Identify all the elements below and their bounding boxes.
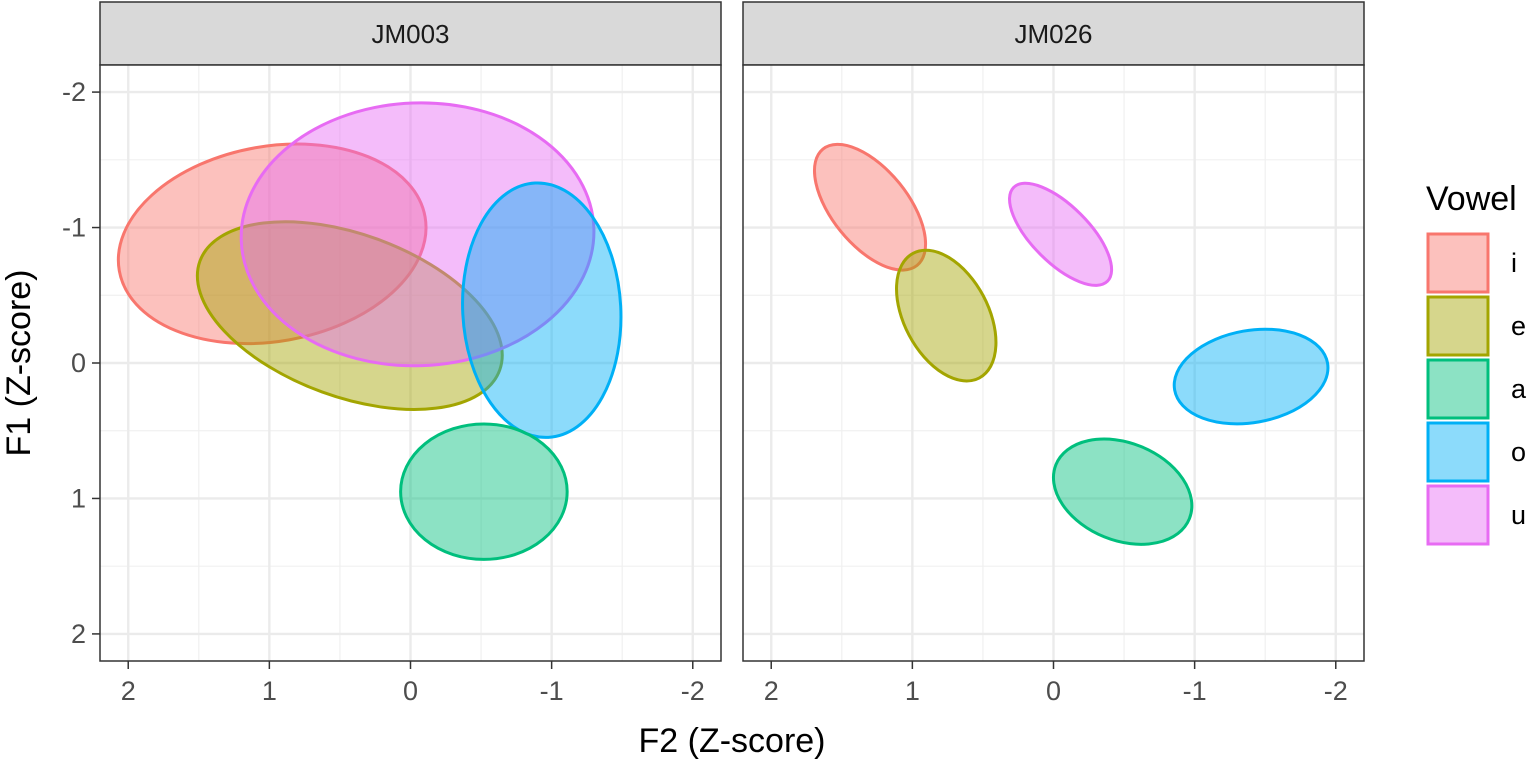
x-tick-label: 0 bbox=[403, 676, 418, 706]
x-tick-label: -1 bbox=[540, 676, 564, 706]
x-tick-label: 2 bbox=[121, 676, 136, 706]
legend-label-i: i bbox=[1511, 248, 1517, 278]
ellipse-e bbox=[195, 220, 504, 411]
legend-label-a: a bbox=[1511, 374, 1527, 404]
x-tick-label: -2 bbox=[681, 676, 705, 706]
legend-key-u bbox=[1426, 484, 1490, 546]
x-tick-label: 1 bbox=[262, 676, 277, 706]
x-tick-label: -1 bbox=[1183, 676, 1207, 706]
ellipse-a bbox=[1051, 437, 1194, 546]
legend-title: Vowel bbox=[1426, 180, 1517, 218]
x-tick-label: 1 bbox=[905, 676, 920, 706]
legend-label-o: o bbox=[1511, 437, 1526, 467]
y-tick-label: -1 bbox=[62, 213, 86, 243]
y-tick-label: 0 bbox=[71, 348, 86, 378]
x-axis: 2 1 0 -1 -2 2 1 0 -1 -2 bbox=[121, 661, 1348, 706]
legend-label-u: u bbox=[1511, 500, 1526, 530]
y-axis: -2 -1 0 1 2 bbox=[62, 77, 100, 649]
legend: Vowel i e a o u bbox=[1426, 180, 1527, 546]
ellipse-i bbox=[812, 142, 928, 272]
ellipse-u bbox=[1008, 181, 1114, 287]
x-tick-label: -2 bbox=[1324, 676, 1348, 706]
legend-key-e bbox=[1426, 295, 1490, 357]
panel-jm026-ellipses bbox=[812, 142, 1330, 546]
y-axis-title: F1 (Z-score) bbox=[0, 270, 38, 457]
panel-jm026: JM026 bbox=[742, 1, 1365, 662]
panel-jm003: JM003 bbox=[99, 1, 722, 662]
legend-key-o bbox=[1426, 421, 1490, 483]
legend-label-e: e bbox=[1511, 311, 1526, 341]
legend-key-a bbox=[1426, 358, 1490, 420]
y-tick-label: 1 bbox=[71, 483, 86, 513]
x-tick-label: 0 bbox=[1046, 676, 1061, 706]
legend-key-i bbox=[1426, 232, 1490, 294]
panel-jm003-ellipses bbox=[116, 101, 623, 561]
ellipse-o bbox=[461, 181, 623, 439]
ellipse-u bbox=[239, 101, 596, 368]
panel-jm003-strip bbox=[99, 1, 722, 66]
ellipse-i bbox=[116, 142, 428, 346]
ellipse-o bbox=[1172, 327, 1330, 426]
legend-items: i e a o u bbox=[1426, 232, 1527, 546]
y-tick-label: -2 bbox=[62, 77, 86, 107]
panel-jm003-strip-label: JM003 bbox=[371, 19, 449, 49]
x-axis-title: F2 (Z-score) bbox=[639, 722, 826, 760]
ellipse-a bbox=[399, 422, 569, 561]
ellipse-e bbox=[895, 248, 998, 383]
panel-jm026-strip-label: JM026 bbox=[1014, 19, 1092, 49]
panel-jm026-grid bbox=[743, 65, 1364, 661]
x-tick-label: 2 bbox=[764, 676, 779, 706]
y-tick-label: 2 bbox=[71, 619, 86, 649]
